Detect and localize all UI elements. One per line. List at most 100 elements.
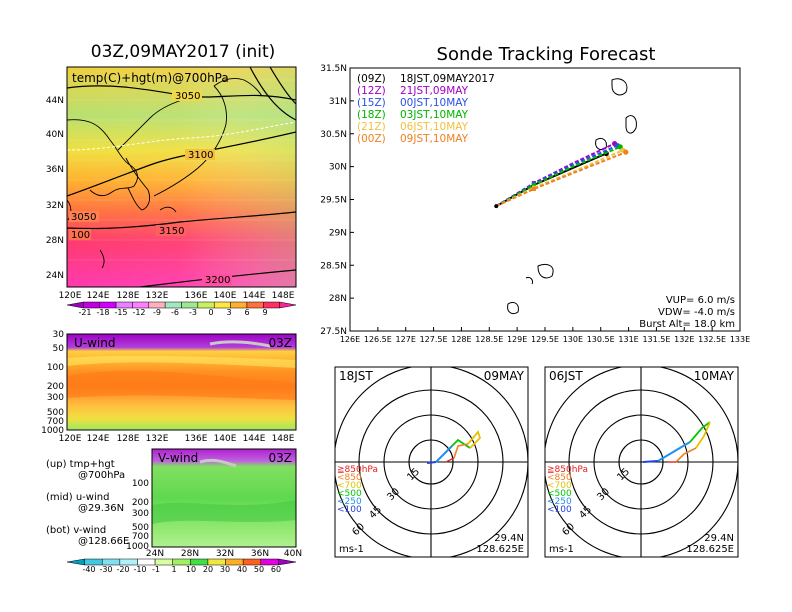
svg-text:136E: 136E — [185, 434, 208, 444]
svg-text:148E: 148E — [272, 434, 295, 444]
x-tick-label: 128.5E — [475, 335, 503, 344]
svg-text:200: 200 — [132, 498, 149, 508]
u-y-axis: 30 50 100 200 300 500 700 1000 — [41, 330, 64, 436]
temp-colorbar — [66, 301, 297, 309]
y-tick-label: 30N — [329, 163, 347, 173]
hodo-right-time: 06JST — [549, 369, 583, 383]
svg-text:132E: 132E — [146, 291, 169, 301]
x-tick-label: 128E — [451, 335, 471, 344]
x-tick-label: 133E — [730, 335, 750, 344]
v-wind-label: V-wind — [158, 451, 198, 465]
svg-text:<100: <100 — [547, 505, 572, 515]
svg-text:VUP= 6.0 m/s: VUP= 6.0 m/s — [666, 295, 735, 306]
hodo-left-trace — [426, 430, 482, 464]
svg-text:50: 50 — [53, 344, 65, 354]
svg-text:Burst Alt= 18.0 km: Burst Alt= 18.0 km — [639, 319, 735, 330]
x-tick-label: 127E — [396, 335, 416, 344]
svg-text:3100: 3100 — [188, 150, 213, 161]
svg-text:-15: -15 — [114, 308, 127, 317]
track-title: Sonde Tracking Forecast — [437, 44, 656, 65]
coastlines — [67, 77, 263, 269]
svg-text:9: 9 — [262, 308, 267, 317]
hodo-left-lat: 29.4N — [494, 533, 524, 544]
main-title: 03Z,09MAY2017 (init) — [91, 42, 276, 62]
x-tick-label: 132E — [674, 335, 694, 344]
hodograph-left: 18JST 09MAY 29.4N 128.625E ms-1 ≧850hPa … — [334, 366, 529, 558]
svg-text:124E: 124E — [87, 291, 110, 301]
hodo-left-lon: 128.625E — [476, 544, 524, 555]
svg-text:-9: -9 — [153, 308, 161, 317]
svg-text:132E: 132E — [146, 434, 169, 444]
svg-text:<700: <700 — [337, 481, 362, 491]
colorbar-swatch — [278, 558, 297, 566]
svg-text:100: 100 — [71, 230, 90, 241]
y-tick-label: 31N — [329, 97, 347, 107]
svg-text:40: 40 — [237, 565, 247, 574]
track-legend-label-1: 21JST,09MAY — [400, 85, 469, 97]
svg-text:≧850hPa: ≧850hPa — [337, 465, 378, 475]
hodo-left-date: 09MAY — [484, 369, 525, 383]
track-line-5 — [495, 151, 627, 208]
svg-text:6: 6 — [244, 308, 249, 317]
svg-text:700: 700 — [132, 532, 149, 542]
track-legend-code-2: (15Z) — [357, 97, 386, 109]
temp-y-axis: 44N 40N 36N 32N 28N 24N — [46, 96, 64, 281]
y-tick-label: 30.5N — [320, 130, 347, 140]
svg-text:<250: <250 — [337, 497, 362, 507]
v-wind-panel: V-wind 03Z 100 200 300 500 700 1000 24N … — [126, 448, 302, 559]
svg-text:148E: 148E — [272, 291, 295, 301]
x-tick-label: 126E — [340, 335, 360, 344]
track-series — [494, 141, 629, 209]
svg-text:120E: 120E — [59, 291, 82, 301]
svg-text:40N: 40N — [46, 130, 64, 140]
u-wind-label: U-wind — [74, 336, 115, 350]
track-coastlines — [507, 78, 637, 315]
hodo-left-legend: ≧850hPa <850 <700 <500 <250 <100 — [337, 465, 378, 515]
svg-text:<850: <850 — [337, 473, 362, 483]
svg-text:@128.66E: @128.66E — [78, 536, 129, 547]
track-end-point-5 — [623, 149, 629, 155]
track-legend-code-3: (18Z) — [357, 109, 386, 121]
temp-colorbar-labels: -21 -18 -15 -12 -9 -6 -3 0 3 6 9 — [78, 308, 267, 317]
x-tick-label: 130E — [563, 335, 583, 344]
y-tick-label: 31.5N — [320, 64, 347, 74]
svg-text:500: 500 — [47, 408, 64, 418]
svg-text:700: 700 — [47, 417, 64, 427]
track-x-axis: 126E 126.5E 127E 127.5E 128E 128.5E 129E 129.5E… — [340, 327, 750, 344]
contour-labels: 3050 3100 3050 3150 3200 100 — [69, 90, 232, 286]
track-legend-label-4: 06JST,10MAY — [400, 121, 469, 133]
svg-text:30: 30 — [53, 330, 65, 340]
svg-text:44N: 44N — [46, 96, 64, 106]
svg-text:<850: <850 — [547, 473, 572, 483]
track-legend-code-4: (21Z) — [357, 121, 386, 133]
track-line-1 — [495, 142, 616, 207]
temp-map-panel: temp(C)+hgt(m)@700hPa 3050 3100 3050 315… — [46, 66, 297, 301]
svg-text:20: 20 — [203, 565, 213, 574]
svg-text:200: 200 — [47, 382, 64, 392]
launch-point — [494, 204, 499, 209]
svg-text:-21: -21 — [78, 308, 91, 317]
svg-text:(mid) u-wind: (mid) u-wind — [46, 492, 109, 503]
svg-text:(up) tmp+hgt: (up) tmp+hgt — [46, 459, 115, 470]
svg-text:60: 60 — [271, 565, 281, 574]
v-wind-time: 03Z — [269, 451, 293, 465]
svg-text:3050: 3050 — [175, 91, 200, 102]
svg-text:300: 300 — [47, 393, 64, 403]
svg-text:10: 10 — [186, 565, 196, 574]
svg-text:-20: -20 — [116, 565, 129, 574]
track-legend-label-3: 03JST,10MAY — [400, 109, 469, 121]
hodo-right-trace — [642, 421, 711, 463]
colorbar-swatch — [279, 301, 297, 309]
track-plot-area — [349, 67, 741, 332]
x-tick-label: 131.5E — [642, 335, 670, 344]
svg-text:-3: -3 — [189, 308, 197, 317]
svg-text:136E: 136E — [185, 291, 208, 301]
svg-text:124E: 124E — [87, 434, 110, 444]
svg-text:144E: 144E — [243, 291, 266, 301]
svg-text:@700hPa: @700hPa — [78, 470, 125, 481]
svg-text:-10: -10 — [133, 565, 146, 574]
svg-text:3150: 3150 — [159, 226, 184, 237]
temp-x-axis: 120E 124E 128E 132E 136E 140E 144E 148E — [59, 291, 295, 301]
track-mid-marker-5 — [531, 186, 536, 191]
